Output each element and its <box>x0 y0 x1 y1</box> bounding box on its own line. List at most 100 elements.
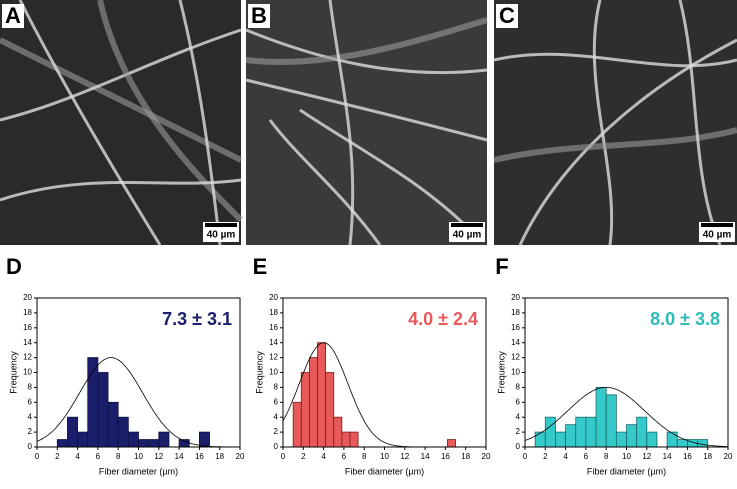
bar <box>107 401 119 448</box>
x-tick-label: 2 <box>55 452 60 461</box>
x-tick-label: 18 <box>215 452 224 461</box>
bar <box>300 372 310 448</box>
x-tick-label: 20 <box>724 452 733 461</box>
plot-frame <box>282 297 487 448</box>
panel-label: F <box>495 254 508 279</box>
panel-label: E <box>253 254 268 279</box>
bar <box>333 416 343 448</box>
bar <box>198 431 210 448</box>
y-tick-label: 16 <box>511 323 520 332</box>
y-tick-label: 12 <box>23 353 32 362</box>
scale-bar-label: 40 µm <box>207 230 236 241</box>
y-tick-label: 6 <box>516 397 521 406</box>
y-tick-label: 16 <box>23 323 32 332</box>
bar <box>605 394 617 448</box>
x-tick-label: 16 <box>683 452 692 461</box>
x-tick-label: 4 <box>563 452 568 461</box>
bar <box>349 431 359 448</box>
x-tick-label: 14 <box>421 452 430 461</box>
y-tick-label: 8 <box>274 383 279 392</box>
scale-bar <box>451 223 483 227</box>
y-tick-label: 20 <box>23 293 32 302</box>
x-tick-label: 2 <box>301 452 306 461</box>
bar <box>676 439 688 448</box>
x-tick-label: 10 <box>380 452 389 461</box>
x-tick-label: 4 <box>321 452 326 461</box>
bar <box>585 416 597 448</box>
y-tick-label: 4 <box>274 412 279 421</box>
bar <box>534 431 546 448</box>
bar <box>77 431 89 448</box>
x-tick-label: 18 <box>703 452 712 461</box>
x-tick-label: 10 <box>134 452 143 461</box>
x-tick-label: 12 <box>400 452 409 461</box>
x-tick-label: 4 <box>75 452 80 461</box>
x-axis-label: Fiber diameter (µm) <box>99 466 178 476</box>
bar <box>148 439 160 448</box>
bar <box>127 431 139 448</box>
x-tick-label: 12 <box>642 452 651 461</box>
bar <box>158 431 170 448</box>
y-tick-label: 0 <box>274 442 279 451</box>
bar <box>626 424 638 448</box>
label-box <box>248 4 270 28</box>
bar <box>575 416 587 448</box>
x-tick-label: 8 <box>362 452 367 461</box>
y-tick-label: 4 <box>28 412 33 421</box>
x-tick-label: 16 <box>195 452 204 461</box>
y-tick-label: 20 <box>511 293 520 302</box>
y-tick-label: 8 <box>516 383 521 392</box>
scale-bar-label: 40 µm <box>453 230 482 241</box>
x-tick-label: 2 <box>543 452 548 461</box>
y-tick-label: 14 <box>23 338 32 347</box>
y-axis-label: Frequency <box>254 351 264 394</box>
bar <box>565 424 577 448</box>
y-tick-label: 10 <box>23 368 32 377</box>
sem-c <box>493 0 737 246</box>
y-tick-label: 14 <box>269 338 278 347</box>
y-tick-label: 4 <box>516 412 521 421</box>
bar <box>595 386 607 448</box>
panel-label: B <box>251 3 267 28</box>
bar <box>117 416 129 448</box>
panel-label: C <box>499 3 515 28</box>
bar <box>544 416 556 448</box>
y-tick-label: 14 <box>511 338 520 347</box>
bar <box>615 431 627 448</box>
label-box <box>2 4 24 28</box>
y-tick-label: 18 <box>269 308 278 317</box>
fit-annotation: 4.0 ± 2.4 <box>408 309 478 329</box>
x-tick-label: 0 <box>35 452 40 461</box>
bar <box>325 372 335 448</box>
y-tick-label: 0 <box>28 442 33 451</box>
scale-bar <box>701 223 733 227</box>
x-tick-label: 6 <box>342 452 347 461</box>
y-tick-label: 16 <box>269 323 278 332</box>
y-tick-label: 8 <box>28 383 33 392</box>
bar <box>447 439 456 448</box>
y-tick-label: 20 <box>269 293 278 302</box>
x-tick-label: 6 <box>584 452 589 461</box>
x-tick-label: 0 <box>523 452 528 461</box>
x-axis-label: Fiber diameter (µm) <box>587 466 666 476</box>
bar <box>555 431 567 448</box>
y-tick-label: 0 <box>516 442 521 451</box>
panel-label: D <box>6 254 22 279</box>
x-tick-label: 6 <box>96 452 101 461</box>
fit-curve <box>524 387 728 447</box>
x-tick-label: 18 <box>461 452 470 461</box>
bar <box>138 439 150 448</box>
y-axis-label: Frequency <box>496 351 506 394</box>
y-tick-label: 10 <box>269 368 278 377</box>
fit-annotation: 7.3 ± 3.1 <box>162 309 232 329</box>
fit-annotation: 8.0 ± 3.8 <box>650 309 720 329</box>
x-tick-label: 10 <box>622 452 631 461</box>
y-tick-label: 2 <box>28 427 33 436</box>
bar <box>636 416 648 448</box>
x-tick-label: 14 <box>663 452 672 461</box>
bar <box>308 357 318 448</box>
y-tick-label: 18 <box>23 308 32 317</box>
bar <box>646 431 658 448</box>
x-tick-label: 16 <box>441 452 450 461</box>
bar <box>697 439 709 448</box>
